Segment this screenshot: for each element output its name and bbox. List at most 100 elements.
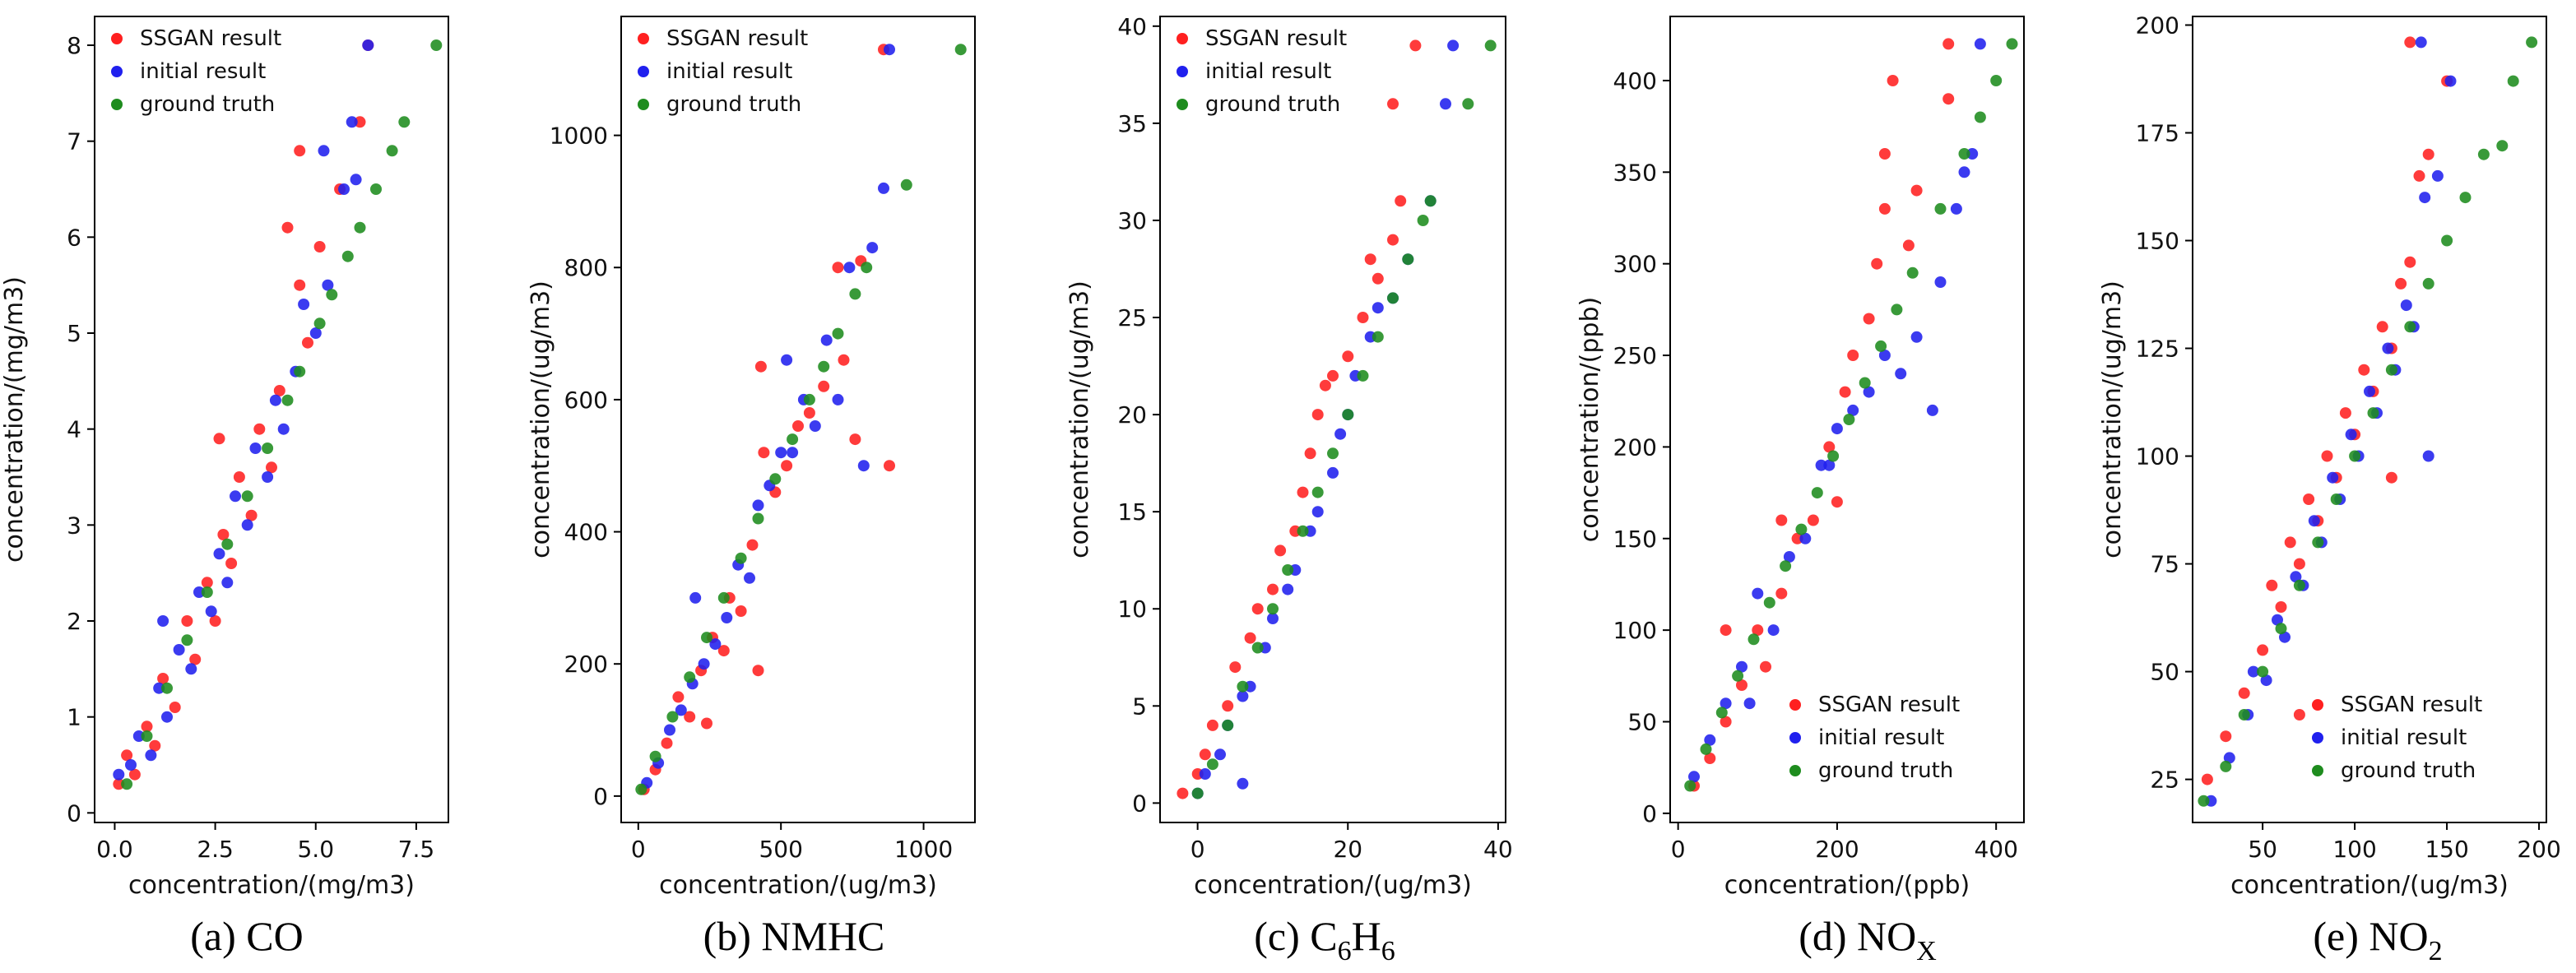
nmhc-points <box>635 44 967 795</box>
co-ssgan-point-4 <box>149 739 161 752</box>
c6h6-truth-point-4 <box>1251 642 1264 654</box>
nmhc-ssgan-point-10 <box>746 539 759 551</box>
nox-legend-label-ssgan: SSGAN result <box>1818 693 1960 717</box>
nmhc-xtick-label-0: 0 <box>631 836 646 863</box>
nox-initial-point-8 <box>1815 459 1827 471</box>
c6h6-ssgan-point-7 <box>1251 603 1264 615</box>
nmhc-ylabel: concentration/(ug/m3) <box>527 280 555 558</box>
nox-ssgan-point-8 <box>1807 514 1819 526</box>
no2-legend-label-initial: initial result <box>2341 725 2467 750</box>
nox-initial-point-2 <box>1720 697 1732 710</box>
nox-ssgan-point-23 <box>1720 624 1732 637</box>
nox-ssgan-point-2 <box>1720 716 1732 728</box>
caption-nox: (d) NOX <box>1799 913 1937 966</box>
co-ssgan-point-2 <box>128 768 141 781</box>
c6h6-xtick-label-1: 20 <box>1333 836 1362 863</box>
nmhc-ssgan-point-12 <box>758 447 770 459</box>
no2-ssgan-point-10 <box>2321 450 2333 462</box>
nox-points <box>1684 38 2018 792</box>
nox-ssgan-point-14 <box>1871 257 1883 270</box>
co-truth-point-14 <box>370 183 382 195</box>
co-ylabel: concentration/(mg/m3) <box>0 276 29 563</box>
panel-nox: (d) NOX 0 200 400050100150200250300350400c… <box>1576 16 2025 966</box>
co-ssgan-point-26 <box>294 145 306 157</box>
c6h6-ssgan-point-6 <box>1244 632 1256 644</box>
no2-ssgan-point-22 <box>2404 36 2416 49</box>
nox-initial-point-17 <box>1950 202 1962 215</box>
nmhc-initial-point-7 <box>721 612 733 623</box>
co-initial-point-25 <box>346 116 358 128</box>
nmhc-initial-point-5 <box>698 658 710 670</box>
co-initial-point-4 <box>153 682 165 694</box>
co-xtick-label-3: 7.5 <box>398 836 435 863</box>
co-xtick-label-0: 0.0 <box>96 836 133 863</box>
nmhc-legend-marker-initial <box>638 66 649 77</box>
c6h6-truth-point-13 <box>1387 292 1399 304</box>
c6h6-truth-point-6 <box>1282 564 1294 576</box>
nox-axes-frame <box>1669 16 2025 823</box>
nox-ssgan-point-12 <box>1847 350 1859 361</box>
nox-truth-point-1 <box>1700 743 1712 755</box>
caption-c6h6-main: (c) C <box>1254 913 1337 959</box>
nmhc-legend-marker-ssgan <box>638 33 649 44</box>
co-initial-point-15 <box>262 471 274 483</box>
c6h6-legend-marker-truth <box>1177 99 1188 110</box>
nmhc-truth-point-7 <box>752 512 764 525</box>
nmhc-initial-point-12 <box>775 447 787 459</box>
no2-legend-label-ssgan: SSGAN result <box>2341 693 2482 717</box>
nox-ytick-label-0: 0 <box>1642 800 1657 827</box>
nmhc-legend: SSGAN result initial result ground truth <box>638 26 808 117</box>
co-legend-label-ssgan: SSGAN result <box>140 26 281 51</box>
co-ssgan-point-6 <box>169 702 181 713</box>
c6h6-truth-point-11 <box>1357 369 1369 382</box>
nmhc-ssgan-point-20 <box>849 433 861 446</box>
co-initial-point-14 <box>249 442 262 454</box>
nox-ssgan-point-6 <box>1775 587 1788 600</box>
c6h6-ssgan-point-13 <box>1311 409 1324 421</box>
no2-ytick-label-5: 150 <box>2136 228 2179 255</box>
no2-ssgan-point-16 <box>2376 321 2388 333</box>
nmhc-xtick-label-2: 1000 <box>894 836 953 863</box>
caption-no2: (e) NO2 <box>2313 913 2442 966</box>
no2-ytick-label-2: 75 <box>2150 551 2179 578</box>
nmhc-truth-point-0 <box>635 783 647 795</box>
no2-initial-point-6 <box>2290 571 2302 583</box>
co-ssgan-point-0 <box>113 778 125 790</box>
c6h6-initial-point-21 <box>1447 39 1460 52</box>
nox-initial-point-9 <box>1831 423 1843 435</box>
nmhc-truth-point-5 <box>717 591 730 604</box>
co-truth-point-7 <box>262 442 274 454</box>
c6h6-initial-point-13 <box>1334 428 1347 440</box>
c6h6-points <box>1177 39 1497 799</box>
co-ytick-label-0: 0 <box>67 799 81 827</box>
co-truth-point-11 <box>326 289 338 301</box>
nmhc-truth-point-6 <box>735 552 747 564</box>
no2-truth-point-11 <box>2404 321 2416 333</box>
co-ssgan-point-16 <box>266 461 277 474</box>
no2-truth-point-13 <box>2441 234 2453 247</box>
nox-truth-point-14 <box>1906 266 1919 279</box>
co-ssgan-point-8 <box>189 653 202 665</box>
c6h6-ytick-label-2: 10 <box>1117 595 1147 623</box>
co-points <box>113 39 443 790</box>
nmhc-initial-point-10 <box>752 499 764 512</box>
nox-ssgan-point-1 <box>1704 753 1716 764</box>
c6h6-ssgan-point-21 <box>1409 39 1422 52</box>
no2-ssgan-point-20 <box>2413 169 2425 182</box>
c6h6-ytick-label-0: 0 <box>1132 790 1147 817</box>
nmhc-xlabel: concentration/(ug/m3) <box>659 871 937 900</box>
co-xtick-label-2: 5.0 <box>297 836 334 863</box>
nmhc-initial-point-24 <box>781 354 793 366</box>
nox-ytick-label-2: 100 <box>1613 617 1657 644</box>
nmhc-ytick-label-3: 600 <box>564 387 608 414</box>
co-initial-point-21 <box>309 327 322 339</box>
nox-truth-point-11 <box>1859 377 1871 389</box>
nox-truth-point-5 <box>1763 596 1775 609</box>
no2-ssgan-point-8 <box>2303 493 2315 505</box>
c6h6-ytick-label-4: 20 <box>1117 401 1147 429</box>
no2-ssgan-point-25 <box>2293 709 2305 720</box>
no2-ylabel: concentration/(ug/m3) <box>2098 280 2127 558</box>
nox-initial-point-3 <box>1736 660 1748 673</box>
co-truth-point-2 <box>161 682 173 694</box>
no2-ssgan-point-4 <box>2266 579 2278 591</box>
